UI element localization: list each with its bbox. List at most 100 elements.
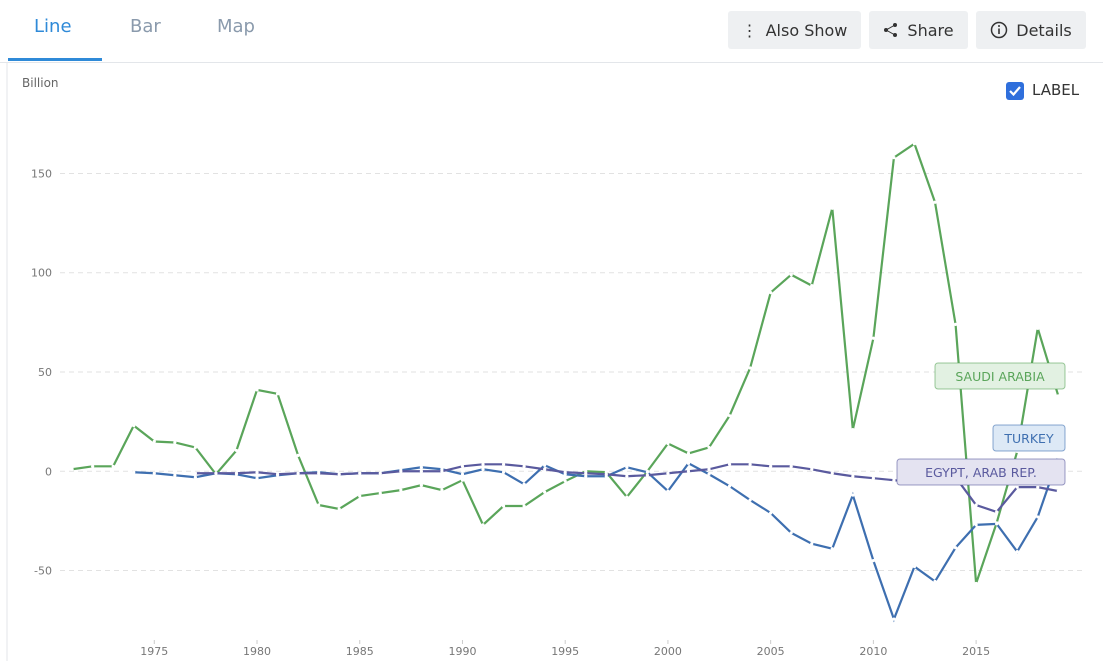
x-tick-label: 1980 bbox=[243, 645, 271, 658]
data-point bbox=[851, 427, 855, 432]
data-point bbox=[995, 522, 999, 526]
data-point bbox=[666, 489, 670, 493]
tab-line[interactable]: Line bbox=[34, 16, 72, 37]
data-point bbox=[912, 564, 917, 569]
button-label: Details bbox=[1016, 20, 1072, 40]
data-point bbox=[1015, 485, 1019, 489]
icon: ⋮ bbox=[741, 20, 758, 40]
data-point bbox=[727, 484, 732, 488]
button-label: Also Show bbox=[765, 20, 848, 40]
data-point bbox=[296, 453, 300, 457]
data-point bbox=[974, 503, 978, 507]
checkbox-label[interactable]: LABEL bbox=[1032, 81, 1080, 99]
tab-underline bbox=[8, 58, 102, 61]
data-point bbox=[132, 470, 136, 474]
data-point bbox=[275, 392, 280, 396]
data-point bbox=[666, 441, 670, 446]
data-point bbox=[337, 507, 341, 511]
data-point bbox=[830, 471, 834, 475]
data-point bbox=[193, 445, 197, 450]
data-point bbox=[645, 473, 649, 477]
y-tick-label: -50 bbox=[34, 565, 52, 578]
data-point bbox=[748, 498, 752, 502]
data-point bbox=[810, 284, 814, 288]
data-point bbox=[522, 464, 526, 468]
y-tick-label: 150 bbox=[31, 167, 52, 180]
data-point bbox=[1036, 515, 1040, 519]
check-icon bbox=[1009, 86, 1021, 97]
data-point bbox=[933, 200, 937, 204]
data-point bbox=[871, 336, 875, 340]
data-point bbox=[152, 471, 156, 475]
data-point bbox=[275, 472, 280, 476]
series-line bbox=[71, 141, 1060, 584]
data-point bbox=[522, 504, 526, 508]
data-point bbox=[625, 474, 629, 478]
x-tick-label: 2005 bbox=[757, 645, 785, 658]
series-label: EGYPT, ARAB REP. bbox=[925, 465, 1037, 480]
data-point bbox=[337, 472, 341, 476]
data-point bbox=[296, 471, 300, 475]
data-point bbox=[625, 465, 629, 469]
data-point bbox=[748, 366, 752, 370]
data-point bbox=[419, 469, 423, 473]
data-point bbox=[543, 463, 547, 467]
data-point bbox=[686, 451, 691, 455]
data-point bbox=[1036, 485, 1040, 489]
data-point bbox=[810, 467, 814, 471]
also-show-button[interactable]: ⋮ Also Show bbox=[728, 11, 861, 49]
data-point bbox=[440, 488, 444, 492]
y-tick-label: 100 bbox=[31, 267, 52, 280]
x-tick-label: 1995 bbox=[551, 645, 579, 658]
x-tick-label: 1975 bbox=[140, 645, 168, 658]
x-tick-label: 2000 bbox=[654, 645, 682, 658]
tab-map[interactable]: Map bbox=[217, 16, 255, 37]
data-point bbox=[173, 473, 177, 477]
data-point bbox=[234, 471, 239, 475]
data-point bbox=[255, 388, 259, 392]
share-icon bbox=[884, 23, 898, 37]
data-point bbox=[111, 464, 115, 468]
share-button[interactable]: Share bbox=[869, 11, 968, 49]
data-point bbox=[1015, 550, 1019, 554]
data-point bbox=[769, 464, 773, 468]
data-point bbox=[707, 467, 711, 471]
data-point bbox=[727, 414, 732, 418]
data-point bbox=[522, 482, 526, 486]
info-icon bbox=[991, 21, 1008, 39]
toolbar: Line Bar Map ⋮ Also Show Share Details bbox=[0, 0, 1103, 63]
data-point bbox=[460, 472, 465, 476]
data-point bbox=[953, 546, 958, 550]
data-point bbox=[604, 472, 608, 476]
details-button[interactable]: Details bbox=[976, 11, 1086, 49]
data-point bbox=[378, 471, 382, 475]
series-label-box bbox=[992, 424, 1066, 452]
data-point bbox=[912, 142, 917, 146]
y-tick-label: 0 bbox=[45, 465, 52, 478]
y-tick-label: 50 bbox=[38, 366, 52, 379]
label-checkbox[interactable] bbox=[1006, 82, 1024, 100]
data-point bbox=[810, 542, 814, 546]
data-point bbox=[727, 462, 732, 466]
data-point bbox=[419, 483, 423, 487]
data-point bbox=[70, 467, 74, 471]
data-point bbox=[460, 478, 465, 482]
data-point bbox=[501, 470, 506, 474]
data-point bbox=[91, 464, 95, 468]
series-label-box bbox=[934, 362, 1066, 390]
data-point bbox=[584, 474, 588, 478]
data-point bbox=[255, 470, 259, 474]
tab-bar[interactable]: Bar bbox=[130, 16, 161, 37]
button-label: Share bbox=[907, 20, 954, 40]
data-point bbox=[974, 523, 978, 527]
data-point bbox=[892, 617, 896, 621]
data-point bbox=[892, 478, 896, 482]
data-point bbox=[563, 479, 567, 483]
data-point bbox=[871, 476, 875, 480]
data-point bbox=[358, 471, 362, 475]
data-point bbox=[501, 504, 506, 508]
data-point bbox=[789, 273, 793, 277]
data-point bbox=[173, 440, 177, 445]
